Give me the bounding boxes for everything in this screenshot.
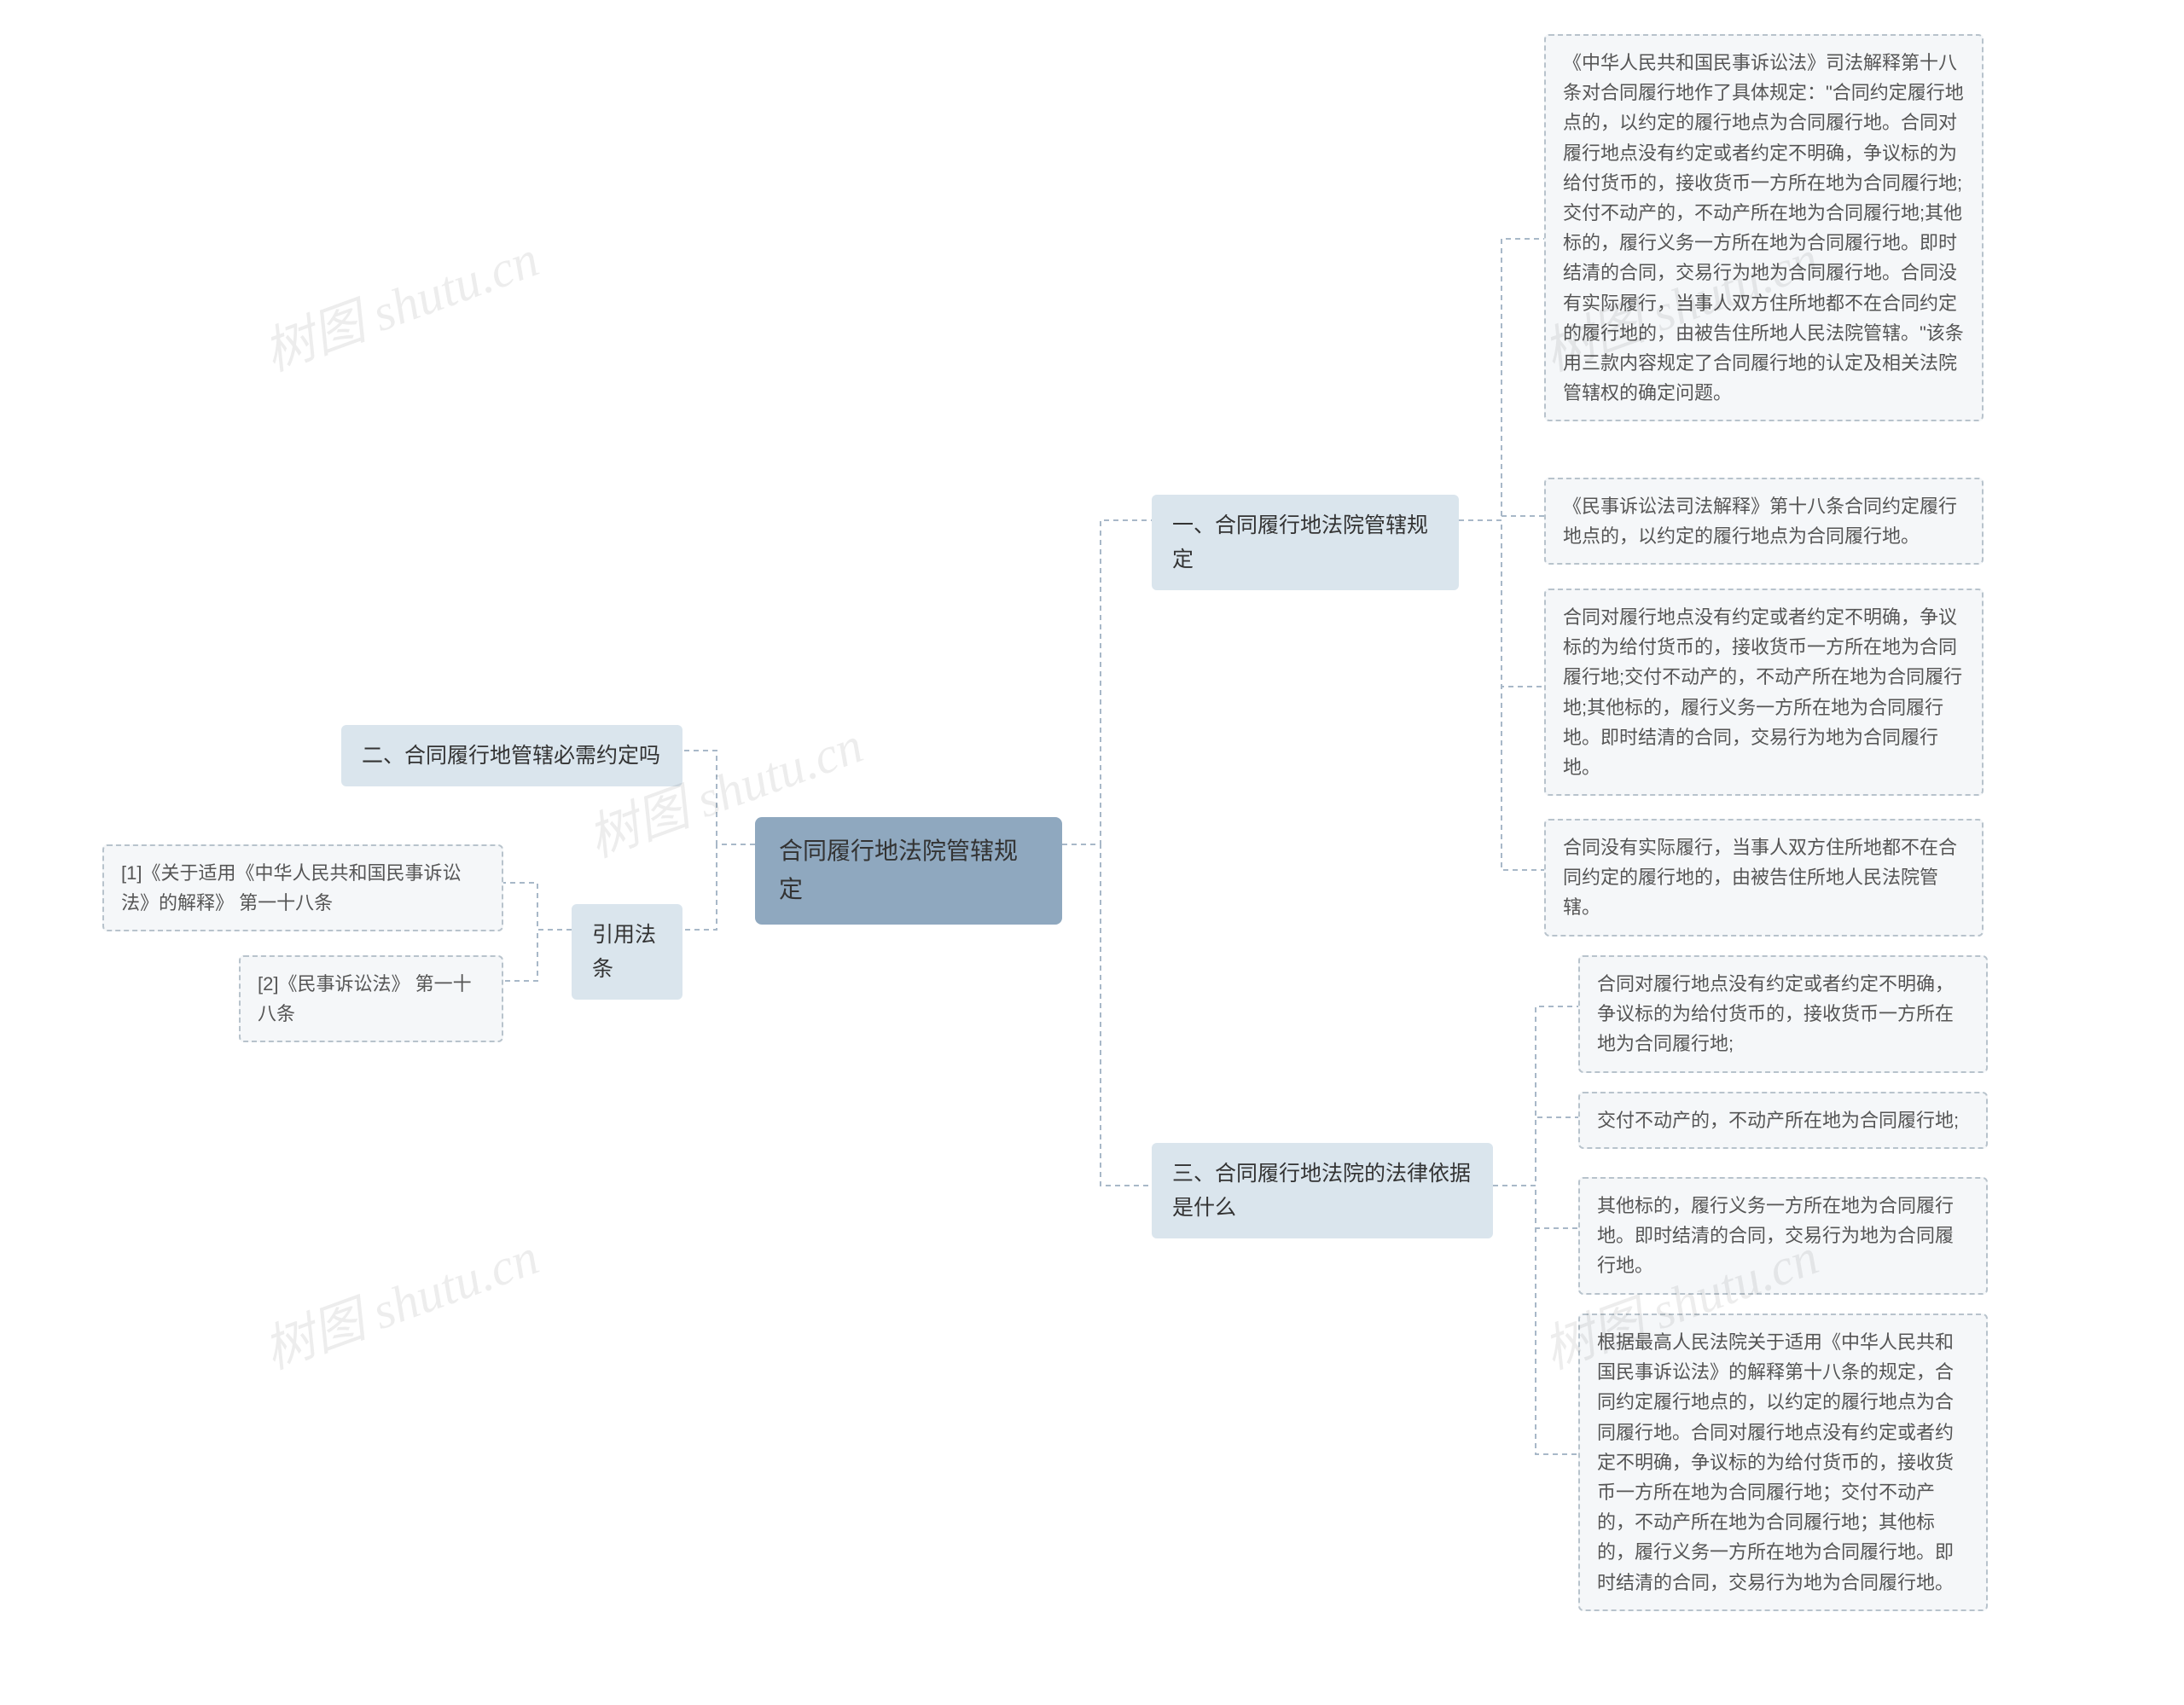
- leaf-text: [2]《民事诉讼法》 第一十八条: [258, 973, 472, 1024]
- branch-section1[interactable]: 一、合同履行地法院管辖规定: [1152, 495, 1459, 590]
- section3-child-0[interactable]: 合同对履行地点没有约定或者约定不明确，争议标的为给付货币的，接收货币一方所在地为…: [1578, 955, 1988, 1073]
- branch-label: 三、合同履行地法院的法律依据是什么: [1172, 1162, 1471, 1220]
- watermark: 树图 shutu.cn: [252, 217, 547, 386]
- branch-section2[interactable]: 二、合同履行地管辖必需约定吗: [341, 725, 682, 786]
- leaf-text: 根据最高人民法院关于适用《中华人民共和国民事诉讼法》的解释第十八条的规定，合同约…: [1597, 1331, 1954, 1593]
- citations-child-1[interactable]: [2]《民事诉讼法》 第一十八条: [239, 955, 503, 1042]
- section1-child-3[interactable]: 合同没有实际履行，当事人双方住所地都不在合同约定的履行地的，由被告住所地人民法院…: [1544, 819, 1984, 937]
- root-label: 合同履行地法院管辖规定: [779, 838, 1018, 902]
- citations-child-0[interactable]: [1]《关于适用《中华人民共和国民事诉讼法》的解释》 第一十八条: [102, 844, 503, 931]
- branch-section3[interactable]: 三、合同履行地法院的法律依据是什么: [1152, 1143, 1493, 1238]
- section3-child-2[interactable]: 其他标的，履行义务一方所在地为合同履行地。即时结清的合同，交易行为地为合同履行地…: [1578, 1177, 1988, 1295]
- leaf-text: 《民事诉讼法司法解释》第十八条合同约定履行地点的，以约定的履行地点为合同履行地。: [1563, 496, 1957, 547]
- branch-label: 一、合同履行地法院管辖规定: [1172, 513, 1428, 571]
- watermark: 树图 shutu.cn: [252, 1215, 547, 1383]
- section1-child-2[interactable]: 合同对履行地点没有约定或者约定不明确，争议标的为给付货币的，接收货币一方所在地为…: [1544, 589, 1984, 796]
- leaf-text: 合同没有实际履行，当事人双方住所地都不在合同约定的履行地的，由被告住所地人民法院…: [1563, 837, 1957, 918]
- watermark-text: 树图 shutu.cn: [257, 230, 546, 381]
- leaf-text: 交付不动产的，不动产所在地为合同履行地;: [1597, 1110, 1959, 1131]
- branch-label: 引用法条: [592, 923, 656, 981]
- watermark-text: 树图 shutu.cn: [257, 1228, 546, 1379]
- leaf-text: 合同对履行地点没有约定或者约定不明确，争议标的为给付货币的，接收货币一方所在地为…: [1563, 606, 1962, 778]
- leaf-text: 《中华人民共和国民事诉讼法》司法解释第十八条对合同履行地作了具体规定："合同约定…: [1563, 52, 1964, 403]
- branch-citations[interactable]: 引用法条: [572, 904, 682, 1000]
- section3-child-1[interactable]: 交付不动产的，不动产所在地为合同履行地;: [1578, 1092, 1988, 1149]
- leaf-text: [1]《关于适用《中华人民共和国民事诉讼法》的解释》 第一十八条: [121, 862, 461, 913]
- leaf-text: 合同对履行地点没有约定或者约定不明确，争议标的为给付货币的，接收货币一方所在地为…: [1597, 973, 1954, 1054]
- branch-label: 二、合同履行地管辖必需约定吗: [362, 744, 660, 768]
- leaf-text: 其他标的，履行义务一方所在地为合同履行地。即时结清的合同，交易行为地为合同履行地…: [1597, 1195, 1954, 1276]
- section3-child-3[interactable]: 根据最高人民法院关于适用《中华人民共和国民事诉讼法》的解释第十八条的规定，合同约…: [1578, 1314, 1988, 1611]
- section1-child-1[interactable]: 《民事诉讼法司法解释》第十八条合同约定履行地点的，以约定的履行地点为合同履行地。: [1544, 478, 1984, 565]
- section1-child-0[interactable]: 《中华人民共和国民事诉讼法》司法解释第十八条对合同履行地作了具体规定："合同约定…: [1544, 34, 1984, 421]
- mindmap-root[interactable]: 合同履行地法院管辖规定: [755, 817, 1062, 925]
